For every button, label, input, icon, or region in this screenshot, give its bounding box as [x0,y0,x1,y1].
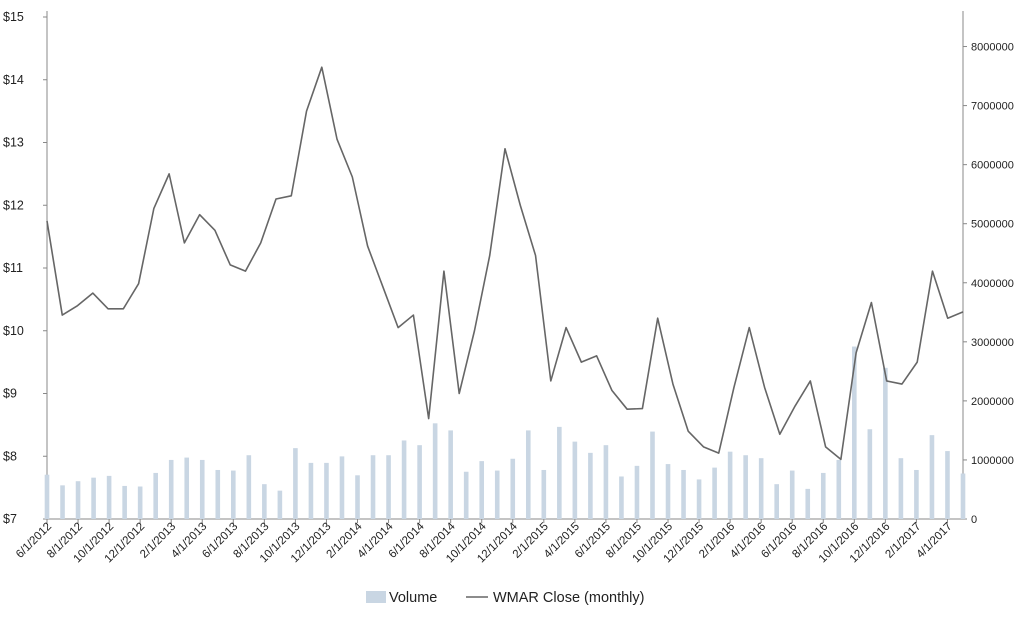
volume-bar [168,459,174,519]
volume-bar [91,477,96,519]
right-tick-label: 8000000 [971,42,1014,54]
volume-bar [432,423,438,519]
volume-bar [75,481,81,519]
price-line [46,66,964,461]
left-tick-label: $10 [3,324,24,338]
volume-bar [557,426,562,519]
volume-bar [324,462,329,519]
legend-label-volume: Volume [389,590,437,606]
legend-label-close: WMAR Close (monthly) [493,590,644,606]
volume-bar [758,458,764,519]
volume-bar [215,469,221,519]
left-tick-label: $7 [3,512,17,526]
right-tick-label: 5000000 [971,219,1014,231]
right-tick-label: 2000000 [971,396,1014,408]
volume-bar [401,440,407,519]
legend-swatch-volume [366,591,386,603]
volume-bar [867,429,873,519]
volume-bar [665,464,671,519]
volume-bar [494,470,500,519]
volume-bar [448,430,453,519]
volume-bar [541,469,547,519]
volume-bar [898,458,904,519]
volume-bar [355,475,360,519]
volume-bar [727,451,733,519]
volume-bar [960,473,966,519]
volume-bar [479,461,485,519]
close-price-line [46,66,964,461]
volume-bar [293,448,298,519]
volume-bar [184,457,190,519]
x-tick-labels: 6/1/20128/1/201210/1/201212/1/20122/1/20… [14,519,955,565]
volume-bar [945,451,950,519]
volume-bar [914,469,919,519]
volume-bar [231,470,236,519]
volume-bar [199,459,205,519]
volume-bar [153,472,158,519]
left-tick-label: $15 [3,10,24,24]
volume-bar [619,476,624,519]
volume-bar [712,467,717,519]
volume-bar [339,456,345,519]
right-tick-label: 7000000 [971,101,1014,113]
volume-bar [774,484,779,519]
volume-bar [572,441,578,519]
legend: Volume WMAR Close (monthly) [366,590,644,606]
right-tick-label: 1000000 [971,455,1014,467]
volume-bar [852,346,857,519]
volume-bar [386,455,391,519]
volume-bar [370,455,376,519]
volume-bar [603,445,609,519]
right-tick-label: 6000000 [971,160,1014,172]
left-tick-label: $9 [3,387,17,401]
volume-bar [44,474,50,519]
right-tick-label: 4000000 [971,278,1014,290]
volume-bar [820,472,826,519]
volume-bar [463,471,469,519]
volume-bar [929,435,935,519]
volume-bar [743,455,748,519]
volume-bar [836,459,842,519]
volume-bar [805,488,811,519]
left-tick-label: $14 [3,73,24,87]
volume-bar [650,431,655,519]
volume-bar [60,485,65,519]
volume-bar [308,462,314,519]
volume-bar [789,470,795,519]
volume-bar [883,367,888,519]
left-tick-label: $11 [3,261,23,275]
volume-bar [106,475,112,519]
volume-bar [262,484,267,519]
volume-bar [681,469,686,519]
right-tick-label: 3000000 [971,337,1014,349]
left-tick-label: $8 [3,449,17,463]
left-tick-label: $13 [3,136,24,150]
volume-bar [137,486,143,519]
volume-bar [634,465,640,519]
volume-bar [510,458,516,519]
volume-bar [417,445,422,519]
axes: $7 $8 $9 $10 $11 $12 $13 $14 $15 0 1000000 2000000 3… [3,10,1014,526]
volume-bars [44,346,966,519]
right-tick-label: 0 [971,514,977,526]
volume-bar [246,455,252,519]
volume-bar [696,479,702,519]
volume-bar [525,430,531,519]
volume-bar [277,490,283,519]
volume-bar [122,485,127,519]
volume-bar [588,452,593,519]
left-tick-label: $12 [3,198,24,212]
